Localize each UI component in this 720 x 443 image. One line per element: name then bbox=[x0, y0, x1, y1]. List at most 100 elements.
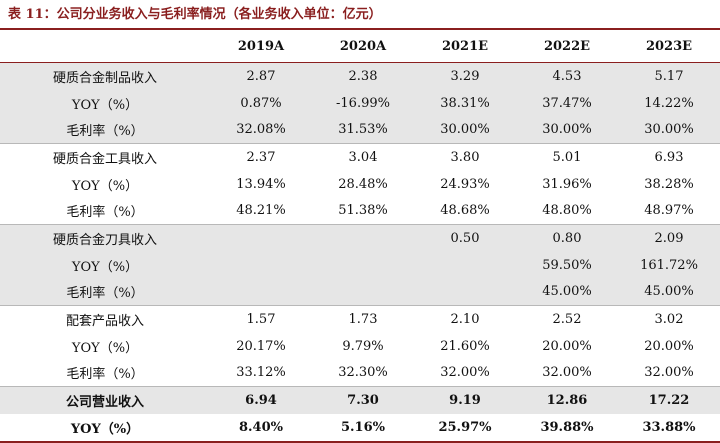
table-cell bbox=[312, 224, 414, 252]
table-cell: 38.31% bbox=[414, 89, 516, 117]
table-cell bbox=[312, 278, 414, 307]
table-row: 硬质合金制品收入 2.87 2.38 3.29 4.53 5.17 bbox=[0, 62, 720, 90]
table-cell: 20.00% bbox=[644, 338, 694, 354]
table-cell: 17.22 bbox=[618, 386, 720, 414]
header-cell-2021e: 2021E bbox=[414, 30, 516, 63]
table-cell: 32.30% bbox=[312, 359, 414, 388]
row-label: YOY（%） bbox=[0, 413, 210, 443]
table-row: 毛利率（%） 32.08% 31.53% 30.00% 30.00% 30.00% bbox=[0, 116, 720, 145]
table-cell: 30.00% bbox=[516, 116, 618, 145]
table-cell: 13.94% bbox=[236, 176, 286, 192]
table-row: 毛利率（%） 45.00% 45.00% bbox=[0, 278, 720, 307]
financial-table: 2019A 2020A 2021E 2022E 2023E 硬质合金制品收入 2.… bbox=[0, 30, 720, 443]
table-cell: 33.88% bbox=[618, 413, 720, 443]
row-label: YOY（%） bbox=[0, 251, 210, 279]
table-cell: 59.50% bbox=[516, 251, 618, 279]
table-cell: 2.37 bbox=[246, 149, 276, 165]
table-cell: 3.04 bbox=[348, 149, 378, 165]
table-cell: 9.19 bbox=[414, 386, 516, 414]
row-label: 公司营业收入 bbox=[0, 386, 210, 414]
table-cell: 39.88% bbox=[516, 413, 618, 443]
table-cell: 51.38% bbox=[312, 197, 414, 226]
header-cell-2019a: 2019A bbox=[210, 30, 312, 63]
table-cell: 2.10 bbox=[450, 312, 480, 328]
row-label: 硬质合金制品收入 bbox=[0, 62, 210, 90]
table-cell: 30.00% bbox=[414, 116, 516, 145]
table-cell: 12.86 bbox=[516, 386, 618, 414]
table-cell: 20.17% bbox=[236, 338, 286, 354]
header-cell-2023e: 2023E bbox=[618, 30, 720, 63]
table-cell: 5.17 bbox=[618, 62, 720, 90]
table-cell bbox=[414, 278, 516, 307]
table-row: 硬质合金工具收入 2.37 3.04 3.80 5.01 6.93 bbox=[0, 144, 720, 171]
header-cell-label bbox=[0, 30, 210, 63]
table-cell: 45.00% bbox=[516, 278, 618, 307]
table-cell: 28.48% bbox=[338, 176, 388, 192]
table-cell: 31.96% bbox=[542, 176, 592, 192]
table-cell: -16.99% bbox=[312, 89, 414, 117]
table-cell bbox=[210, 224, 312, 252]
table-cell: 25.97% bbox=[414, 413, 516, 443]
table-row: 毛利率（%） 33.12% 32.30% 32.00% 32.00% 32.00% bbox=[0, 359, 720, 388]
header-cell-2022e: 2022E bbox=[516, 30, 618, 63]
row-label: 硬质合金刀具收入 bbox=[0, 224, 210, 252]
table-cell: 32.00% bbox=[516, 359, 618, 388]
table-cell: 32.08% bbox=[210, 116, 312, 145]
table-cell: 48.97% bbox=[618, 197, 720, 226]
table-cell: 2.09 bbox=[618, 224, 720, 252]
table-cell: 0.50 bbox=[414, 224, 516, 252]
table-cell: 24.93% bbox=[440, 176, 490, 192]
table-cell: 9.79% bbox=[342, 338, 384, 354]
table-row: 配套产品收入 1.57 1.73 2.10 2.52 3.02 bbox=[0, 306, 720, 333]
table-cell: 48.68% bbox=[414, 197, 516, 226]
table-cell: 1.73 bbox=[348, 312, 378, 328]
row-label: YOY（%） bbox=[0, 89, 210, 117]
table-cell: 6.94 bbox=[210, 386, 312, 414]
row-label: 硬质合金工具收入 bbox=[52, 151, 157, 167]
table-cell: 32.00% bbox=[414, 359, 516, 388]
table-cell: 38.28% bbox=[644, 176, 694, 192]
table-cell: 5.01 bbox=[552, 149, 582, 165]
header-row: 2019A 2020A 2021E 2022E 2023E bbox=[0, 30, 720, 63]
table-cell: 33.12% bbox=[210, 359, 312, 388]
row-label: YOY（%） bbox=[71, 340, 139, 356]
table-row: YOY（%） 20.17% 9.79% 21.60% 20.00% 20.00% bbox=[0, 333, 720, 360]
table-cell: 45.00% bbox=[618, 278, 720, 307]
table-cell: 2.52 bbox=[552, 312, 582, 328]
table-row: YOY（%） 13.94% 28.48% 24.93% 31.96% 38.28% bbox=[0, 171, 720, 198]
table-cell: 6.93 bbox=[654, 149, 684, 165]
table-cell: 1.57 bbox=[246, 312, 276, 328]
table-cell: 161.72% bbox=[618, 251, 720, 279]
table-cell bbox=[210, 278, 312, 307]
row-label: 毛利率（%） bbox=[0, 116, 210, 145]
table-cell: 2.87 bbox=[210, 62, 312, 90]
table-cell bbox=[312, 251, 414, 279]
table-cell: 5.16% bbox=[312, 413, 414, 443]
table-cell: 7.30 bbox=[312, 386, 414, 414]
table-cell: 0.80 bbox=[516, 224, 618, 252]
table-row: YOY（%） 8.40% 5.16% 25.97% 39.88% 33.88% bbox=[0, 413, 720, 443]
row-label: 配套产品收入 bbox=[65, 314, 144, 330]
table-row: 公司营业收入 6.94 7.30 9.19 12.86 17.22 bbox=[0, 386, 720, 414]
table-cell bbox=[414, 251, 516, 279]
table-cell: 32.00% bbox=[618, 359, 720, 388]
table-cell: 0.87% bbox=[210, 89, 312, 117]
table-cell: 20.00% bbox=[542, 338, 592, 354]
table-body: 硬质合金制品收入 2.87 2.38 3.29 4.53 5.17 YOY（%） 0.87% -… bbox=[0, 62, 720, 443]
table-cell: 30.00% bbox=[618, 116, 720, 145]
table-cell: 21.60% bbox=[440, 338, 490, 354]
table-cell: 37.47% bbox=[516, 89, 618, 117]
table-cell: 4.53 bbox=[516, 62, 618, 90]
row-label: 毛利率（%） bbox=[0, 359, 210, 388]
table-row: YOY（%） 59.50% 161.72% bbox=[0, 251, 720, 279]
table-cell: 8.40% bbox=[210, 413, 312, 443]
row-label: 毛利率（%） bbox=[0, 278, 210, 307]
table-cell: 3.29 bbox=[414, 62, 516, 90]
row-label: 毛利率（%） bbox=[0, 197, 210, 226]
table-cell: 2.38 bbox=[312, 62, 414, 90]
table-cell: 31.53% bbox=[312, 116, 414, 145]
table-row: 毛利率（%） 48.21% 51.38% 48.68% 48.80% 48.97% bbox=[0, 197, 720, 226]
table-cell: 48.80% bbox=[516, 197, 618, 226]
table-cell: 14.22% bbox=[618, 89, 720, 117]
row-label: YOY（%） bbox=[71, 178, 139, 194]
